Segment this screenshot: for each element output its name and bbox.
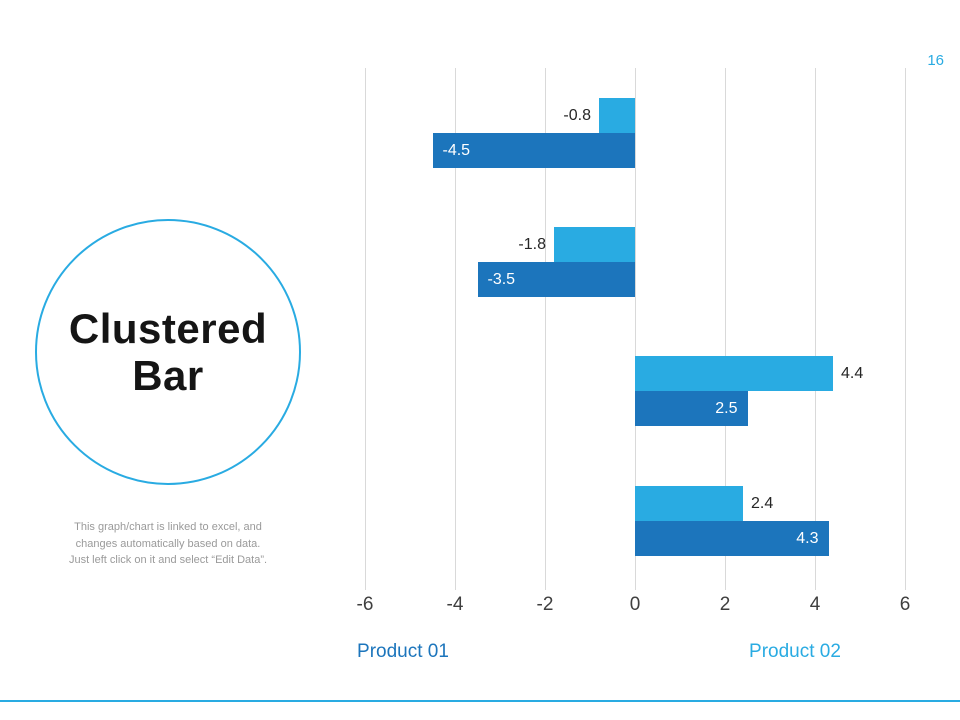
x-tick-label: 2 (719, 594, 731, 615)
gridline (545, 68, 546, 590)
page-title-line-1: Clustered (68, 304, 268, 352)
bar-product-01 (477, 262, 635, 297)
page-title-line-2: Bar (132, 352, 204, 399)
gridline (455, 68, 456, 590)
gridline (815, 68, 816, 590)
excel-link-note-line-3: Just left click on it and select “Edit D… (68, 554, 268, 566)
page-title: Clustered Bar (69, 305, 267, 399)
bar-value-label: 4.3 (796, 529, 819, 547)
bar-value-label: -0.8 (563, 106, 591, 124)
bar-product-02 (554, 227, 635, 262)
bar-product-02 (599, 98, 635, 133)
legend-product-02: Product 02 (749, 641, 841, 662)
x-tick-label: 6 (899, 594, 911, 615)
bar-product-01 (432, 133, 635, 168)
x-tick-label: -2 (536, 594, 554, 615)
bar-value-label: -4.5 (442, 141, 471, 159)
legend-product-01: Product 01 (357, 641, 449, 662)
footer-accent-line (0, 700, 960, 702)
bar-product-02 (635, 486, 743, 521)
bar-product-01 (635, 521, 829, 556)
gridline (725, 68, 726, 590)
bar-value-label: 2.4 (751, 494, 774, 512)
title-circle: Clustered Bar (35, 219, 301, 485)
x-tick-label: -6 (356, 594, 374, 615)
x-tick-label: 4 (809, 594, 821, 615)
page-number: 16 (927, 52, 944, 69)
gridline (365, 68, 366, 590)
gridline (905, 68, 906, 590)
bar-value-label: -3.5 (487, 270, 516, 288)
excel-link-note: This graph/chart is linked to excel, and… (28, 519, 308, 569)
excel-link-note-line-1: This graph/chart is linked to excel, and (74, 521, 262, 533)
x-tick-label: -4 (446, 594, 464, 615)
bar-product-01 (635, 391, 748, 426)
bar-value-label: 2.5 (715, 399, 738, 417)
excel-link-note-line-2: changes automatically based on data. (75, 537, 261, 550)
bar-value-label: 4.4 (841, 364, 864, 382)
bar-value-label: -1.8 (518, 235, 546, 253)
x-tick-label: 0 (629, 594, 641, 615)
gridline (635, 68, 636, 590)
bar-product-02 (635, 356, 833, 391)
